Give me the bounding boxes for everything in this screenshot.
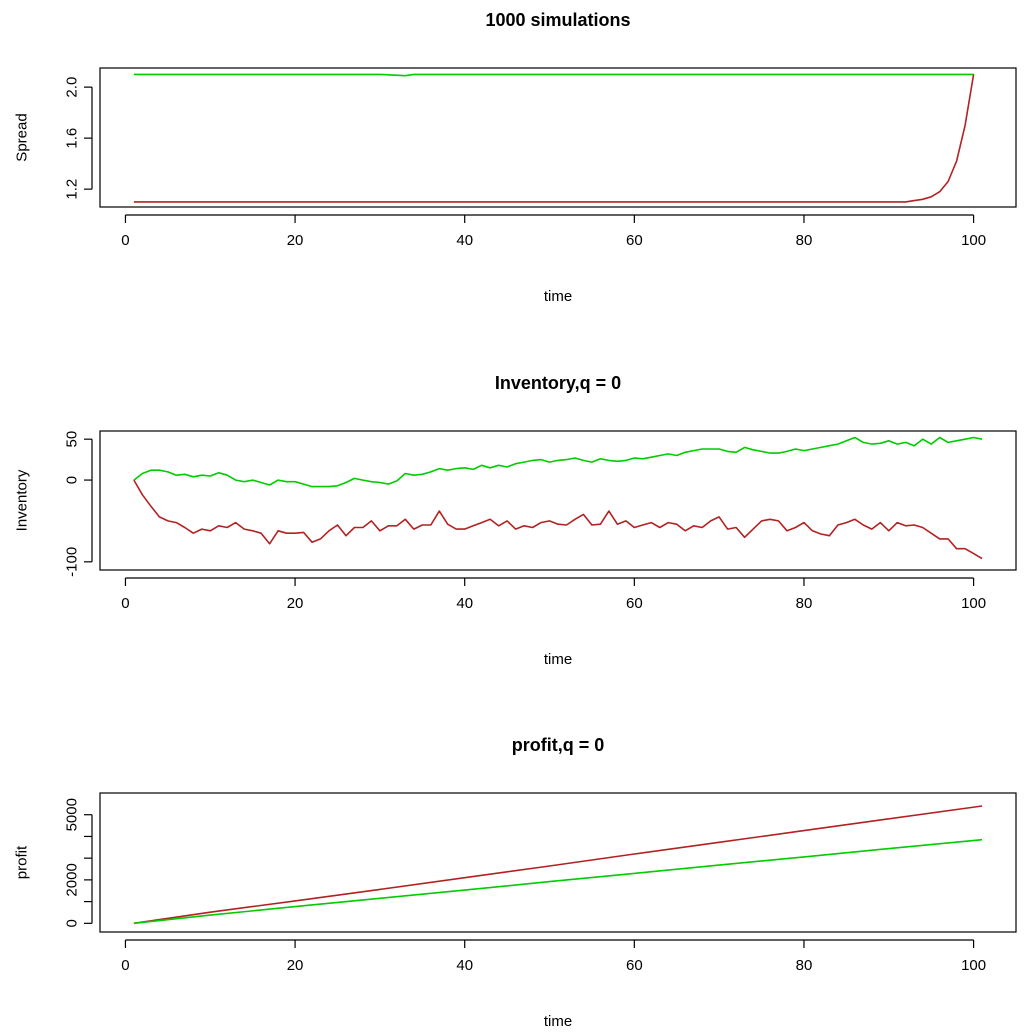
series-line-2 xyxy=(133,479,983,560)
plot-frame xyxy=(99,67,1017,208)
x-tick-label: 100 xyxy=(961,232,986,249)
y-tick-label: 5000 xyxy=(64,798,81,831)
chart-title: Inventory,q = 0 xyxy=(495,373,621,393)
y-tick-label: -100 xyxy=(64,547,81,577)
x-tick-label: 60 xyxy=(626,595,643,612)
x-tick-label: 0 xyxy=(121,595,129,612)
series-line-2 xyxy=(133,74,975,203)
x-tick-label: 0 xyxy=(121,232,129,249)
series-line-1 xyxy=(133,805,983,925)
y-axis-label: Spread xyxy=(14,113,31,161)
x-tick-label: 80 xyxy=(796,595,813,612)
y-tick-label: 0 xyxy=(64,476,81,484)
x-tick-label: 40 xyxy=(456,595,473,612)
x-tick-label: 20 xyxy=(287,232,304,249)
x-tick-label: 20 xyxy=(287,595,304,612)
chart-title: profit,q = 0 xyxy=(512,735,605,755)
plot-frame xyxy=(99,792,1017,933)
x-tick-label: 60 xyxy=(626,232,643,249)
x-tick-label: 100 xyxy=(961,957,986,974)
y-axis-label: Inventory xyxy=(14,469,31,531)
x-tick-label: 80 xyxy=(796,232,813,249)
x-axis-label: time xyxy=(544,651,572,668)
x-tick-label: 0 xyxy=(121,957,129,974)
series-line-1 xyxy=(133,436,983,488)
x-axis-label: time xyxy=(544,288,572,305)
chart-panel-1: 1000 simulations 0 20 40 60 80 100 time 1.2 1.6 2.… xyxy=(14,10,1017,305)
x-tick-label: 80 xyxy=(796,957,813,974)
series-line-1 xyxy=(133,73,974,77)
x-tick-label: 20 xyxy=(287,957,304,974)
chart-panel-2: Inventory,q = 0 0 20 40 60 80 100 time -100 0 50 In… xyxy=(14,373,1017,668)
y-tick-label: 50 xyxy=(64,431,81,448)
x-tick-label: 100 xyxy=(961,595,986,612)
chart-panel-3: profit,q = 0 0 20 40 60 80 100 time 0 2000 5000 pro… xyxy=(14,735,1017,1030)
y-axis-label: profit xyxy=(14,845,31,879)
x-axis-label: time xyxy=(544,1013,572,1030)
chart-title: 1000 simulations xyxy=(485,10,630,30)
y-tick-label: 0 xyxy=(64,919,81,927)
y-tick-label: 1.2 xyxy=(64,179,81,200)
x-tick-label: 60 xyxy=(626,957,643,974)
x-tick-label: 40 xyxy=(456,232,473,249)
y-tick-label: 2000 xyxy=(64,863,81,896)
y-tick-label: 2.0 xyxy=(64,77,81,98)
y-tick-label: 1.6 xyxy=(64,128,81,149)
series-line-2 xyxy=(133,838,983,925)
plot-frame xyxy=(99,430,1017,571)
x-tick-label: 40 xyxy=(456,957,473,974)
